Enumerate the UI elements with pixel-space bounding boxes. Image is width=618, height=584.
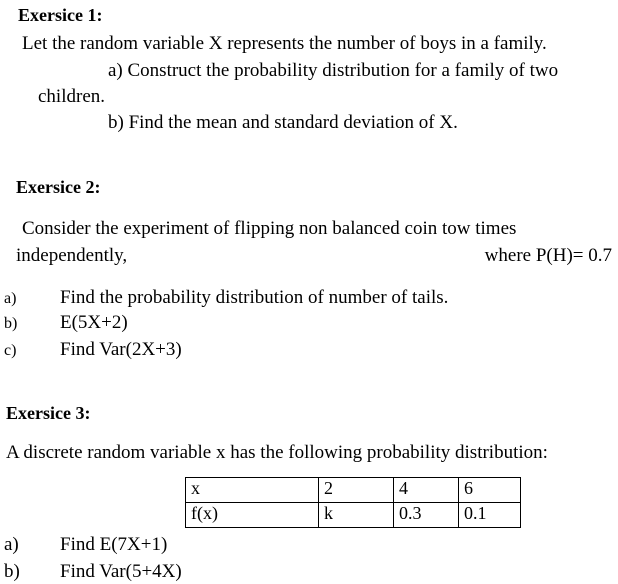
table-cell: 0.1: [458, 502, 521, 528]
exercise-1-intro: Let the random variable X represents the…: [22, 33, 547, 54]
table-cell: 0.3: [393, 502, 459, 528]
exercise-3-item-b: Find Var(5+4X): [60, 561, 182, 582]
table-cell: x: [185, 477, 319, 503]
exercise-2-item-b: E(5X+2): [60, 312, 128, 333]
exercise-2-intro: Consider the experiment of flipping non …: [22, 218, 517, 239]
exercise-3-intro: A discrete random variable x has the fol…: [6, 442, 548, 463]
exercise-2-title: Exersice 2:: [16, 177, 101, 197]
item-label: a): [4, 290, 17, 307]
item-label: b): [4, 561, 20, 582]
exercise-1-part-a-cont: children.: [38, 86, 106, 107]
table-row: x 2 4 6: [185, 477, 521, 503]
item-label: c): [4, 342, 17, 359]
table-cell: 2: [318, 477, 394, 503]
exercise-2-item-c: Find Var(2X+3): [60, 339, 182, 360]
table-cell: k: [318, 502, 394, 528]
exercise-3-title: Exersice 3:: [6, 403, 91, 423]
probability-table: x 2 4 6 f(x) k 0.3 0.1: [185, 477, 521, 528]
exercise-2-intro-cont: independently,: [16, 245, 128, 266]
exercise-1-part-a: a) Construct the probability distributio…: [108, 60, 559, 81]
table-cell: 4: [393, 477, 459, 503]
exercise-2-item-a: Find the probability distribution of num…: [60, 287, 449, 308]
exercise-1-part-b: b) Find the mean and standard deviation …: [108, 112, 458, 133]
exercise-3-item-a: Find E(7X+1): [60, 534, 168, 555]
item-label: b): [4, 315, 18, 332]
exercise-1-title: Exersice 1:: [18, 5, 103, 25]
table-cell: 6: [458, 477, 521, 503]
exercise-2-given: where P(H)= 0.7: [484, 245, 612, 266]
table-cell: f(x): [185, 502, 319, 528]
table-row: f(x) k 0.3 0.1: [185, 502, 521, 528]
item-label: a): [4, 534, 19, 555]
